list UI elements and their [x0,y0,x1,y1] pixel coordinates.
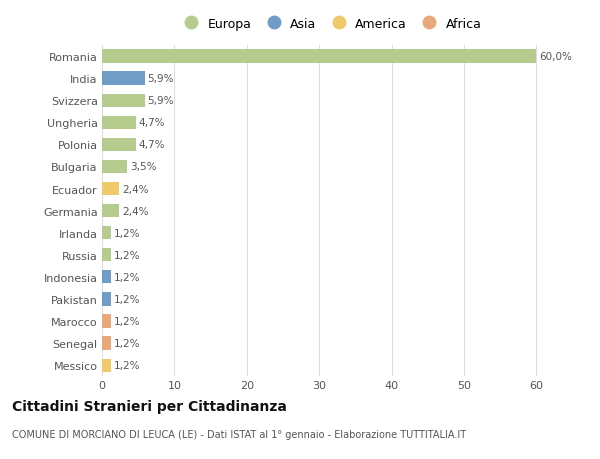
Bar [102,359,110,372]
Text: 2,4%: 2,4% [122,184,149,194]
Text: COMUNE DI MORCIANO DI LEUCA (LE) - Dati ISTAT al 1° gennaio - Elaborazione TUTTI: COMUNE DI MORCIANO DI LEUCA (LE) - Dati … [12,429,466,439]
Text: 4,7%: 4,7% [139,140,166,150]
Bar [102,161,127,174]
Bar [102,50,536,63]
Bar [102,117,136,129]
Text: 4,7%: 4,7% [139,118,166,128]
Bar [102,249,110,262]
Text: 1,2%: 1,2% [113,360,140,370]
Bar [102,293,110,306]
Legend: Europa, Asia, America, Africa: Europa, Asia, America, Africa [173,12,487,35]
Text: 2,4%: 2,4% [122,206,149,216]
Text: 1,2%: 1,2% [113,316,140,326]
Bar [102,205,119,218]
Bar [102,73,145,85]
Bar [102,183,119,196]
Text: 60,0%: 60,0% [539,52,572,62]
Text: 1,2%: 1,2% [113,250,140,260]
Bar [102,139,136,151]
Text: 1,2%: 1,2% [113,228,140,238]
Text: Cittadini Stranieri per Cittadinanza: Cittadini Stranieri per Cittadinanza [12,399,287,413]
Bar [102,315,110,328]
Text: 1,2%: 1,2% [113,294,140,304]
Text: 5,9%: 5,9% [148,96,174,106]
Bar [102,95,145,107]
Text: 1,2%: 1,2% [113,272,140,282]
Text: 5,9%: 5,9% [148,74,174,84]
Bar [102,227,110,240]
Text: 3,5%: 3,5% [130,162,157,172]
Text: 1,2%: 1,2% [113,338,140,348]
Bar [102,271,110,284]
Bar [102,337,110,350]
